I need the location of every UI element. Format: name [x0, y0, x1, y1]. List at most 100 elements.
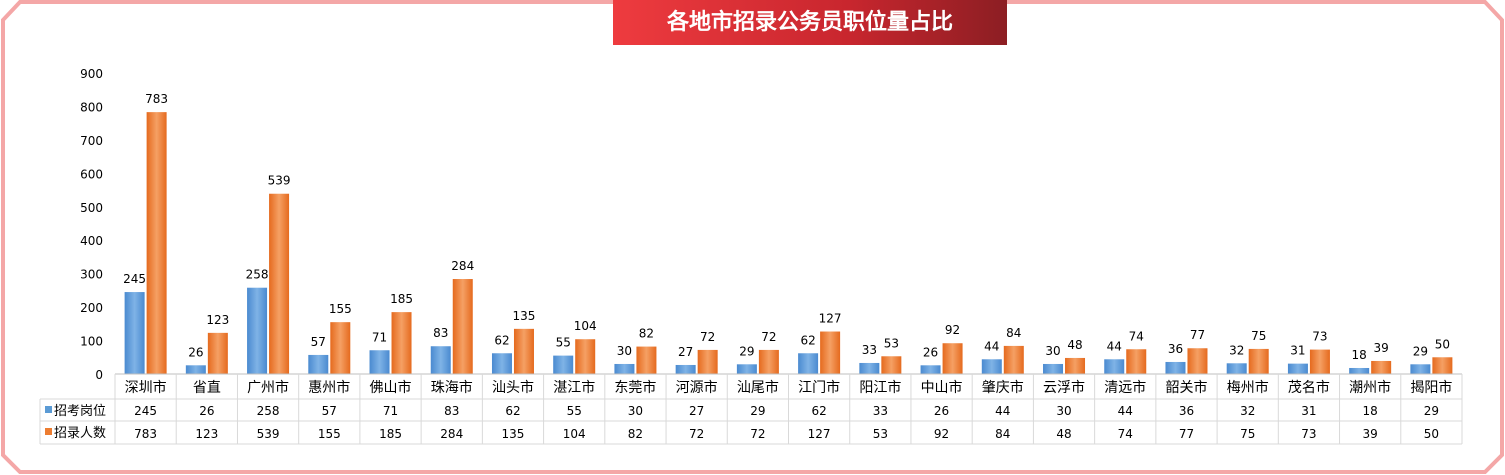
bar-hires: [1432, 357, 1453, 374]
data-label: 72: [700, 330, 715, 344]
bar-positions: [1104, 359, 1125, 374]
x-tick-label: 省直: [193, 379, 221, 396]
y-tick-label: 0: [95, 368, 103, 382]
x-tick-label: 广州市: [247, 379, 289, 396]
x-tick-label: 揭阳市: [1410, 379, 1452, 396]
table-cell: 31: [1301, 404, 1316, 418]
bar-positions: [308, 354, 329, 374]
table-cell: 33: [873, 404, 888, 418]
table-cell: 84: [995, 427, 1010, 441]
bar-positions: [1226, 363, 1247, 374]
bar-hires: [269, 193, 290, 374]
x-tick-label: 云浮市: [1043, 379, 1085, 396]
x-tick-label: 肇庆市: [982, 379, 1024, 396]
table-cell: 75: [1240, 427, 1255, 441]
data-label: 185: [390, 292, 413, 306]
data-label: 135: [513, 309, 536, 323]
table-cell: 39: [1363, 427, 1378, 441]
bar-hires: [1126, 349, 1147, 374]
bar-hires: [1065, 357, 1086, 374]
bar-positions: [798, 353, 819, 374]
y-tick-label: 800: [80, 100, 103, 114]
data-label: 57: [311, 335, 326, 349]
table-cell: 73: [1301, 427, 1316, 441]
table-cell: 258: [257, 404, 280, 418]
bar-positions: [614, 363, 635, 374]
data-label: 258: [246, 268, 269, 282]
table-cell: 83: [444, 404, 459, 418]
x-tick-label: 汕头市: [492, 379, 534, 396]
data-label: 74: [1129, 329, 1144, 343]
data-label: 55: [556, 336, 571, 350]
data-label: 26: [923, 345, 938, 359]
data-label: 53: [884, 336, 899, 350]
table-cell: 55: [567, 404, 582, 418]
bar-positions: [859, 362, 880, 374]
bar-positions: [369, 350, 390, 374]
x-tick-label: 梅州市: [1227, 379, 1269, 396]
chart-title: 各地市招录公务员职位量占比: [613, 0, 1007, 45]
data-label: 72: [761, 330, 776, 344]
table-cell: 127: [808, 427, 831, 441]
y-tick-label: 200: [80, 301, 103, 315]
table-cell: 74: [1118, 427, 1133, 441]
legend-label: 招录人数: [54, 426, 106, 441]
y-tick-label: 400: [80, 234, 103, 248]
x-tick-label: 东莞市: [614, 379, 656, 396]
data-label: 30: [1045, 344, 1060, 358]
table-cell: 30: [628, 404, 643, 418]
data-label: 44: [984, 339, 999, 353]
x-tick-label: 阳江市: [859, 379, 901, 396]
table-cell: 36: [1179, 404, 1194, 418]
x-tick-label: 茂名市: [1288, 379, 1330, 396]
bar-hires: [513, 328, 534, 374]
bar-positions: [430, 346, 451, 374]
bar-hires: [758, 349, 779, 374]
bar-positions: [185, 365, 206, 374]
data-label: 155: [329, 302, 352, 316]
table-cell: 62: [811, 404, 826, 418]
bar-hires: [330, 322, 351, 374]
x-tick-label: 佛山市: [370, 379, 412, 396]
data-label: 104: [574, 319, 597, 333]
table-cell: 27: [689, 404, 704, 418]
bar-positions: [1410, 364, 1431, 374]
table-cell: 29: [750, 404, 765, 418]
data-label: 33: [862, 343, 877, 357]
data-label: 783: [145, 92, 168, 106]
x-tick-label: 河源市: [676, 379, 718, 396]
bar-positions: [247, 287, 268, 374]
table-cell: 57: [322, 404, 337, 418]
x-tick-label: 清远市: [1104, 379, 1146, 396]
table-cell: 71: [383, 404, 398, 418]
data-label: 84: [1006, 326, 1021, 340]
plot-area: 0 100 200 300 400 500 600 700 800 900 245 783 26 123 2…: [39, 67, 1463, 445]
data-label: 92: [945, 323, 960, 337]
table-cell: 62: [505, 404, 520, 418]
bar-hires: [391, 312, 412, 374]
data-label: 75: [1251, 329, 1266, 343]
data-label: 77: [1190, 328, 1205, 342]
data-label: 36: [1168, 342, 1183, 356]
bar-positions: [491, 353, 512, 374]
data-label: 27: [678, 345, 693, 359]
x-tick-label: 深圳市: [125, 379, 167, 396]
data-label: 62: [800, 333, 815, 347]
bar-hires: [942, 343, 963, 374]
table-cell: 539: [257, 427, 280, 441]
table-cell: 135: [502, 427, 525, 441]
data-label: 71: [372, 330, 387, 344]
y-tick-label: 500: [80, 201, 103, 215]
data-label: 31: [1290, 344, 1305, 358]
y-tick-label: 900: [80, 67, 103, 81]
x-tick-label: 潮州市: [1349, 379, 1391, 396]
table-cell: 185: [379, 427, 402, 441]
table-cell: 26: [199, 404, 214, 418]
data-label: 39: [1374, 341, 1389, 355]
bar-hires: [1003, 345, 1024, 374]
data-label: 29: [1413, 344, 1428, 358]
bar-hires: [697, 349, 718, 374]
table-cell: 123: [195, 427, 218, 441]
data-label: 123: [206, 313, 229, 327]
data-label: 30: [617, 344, 632, 358]
